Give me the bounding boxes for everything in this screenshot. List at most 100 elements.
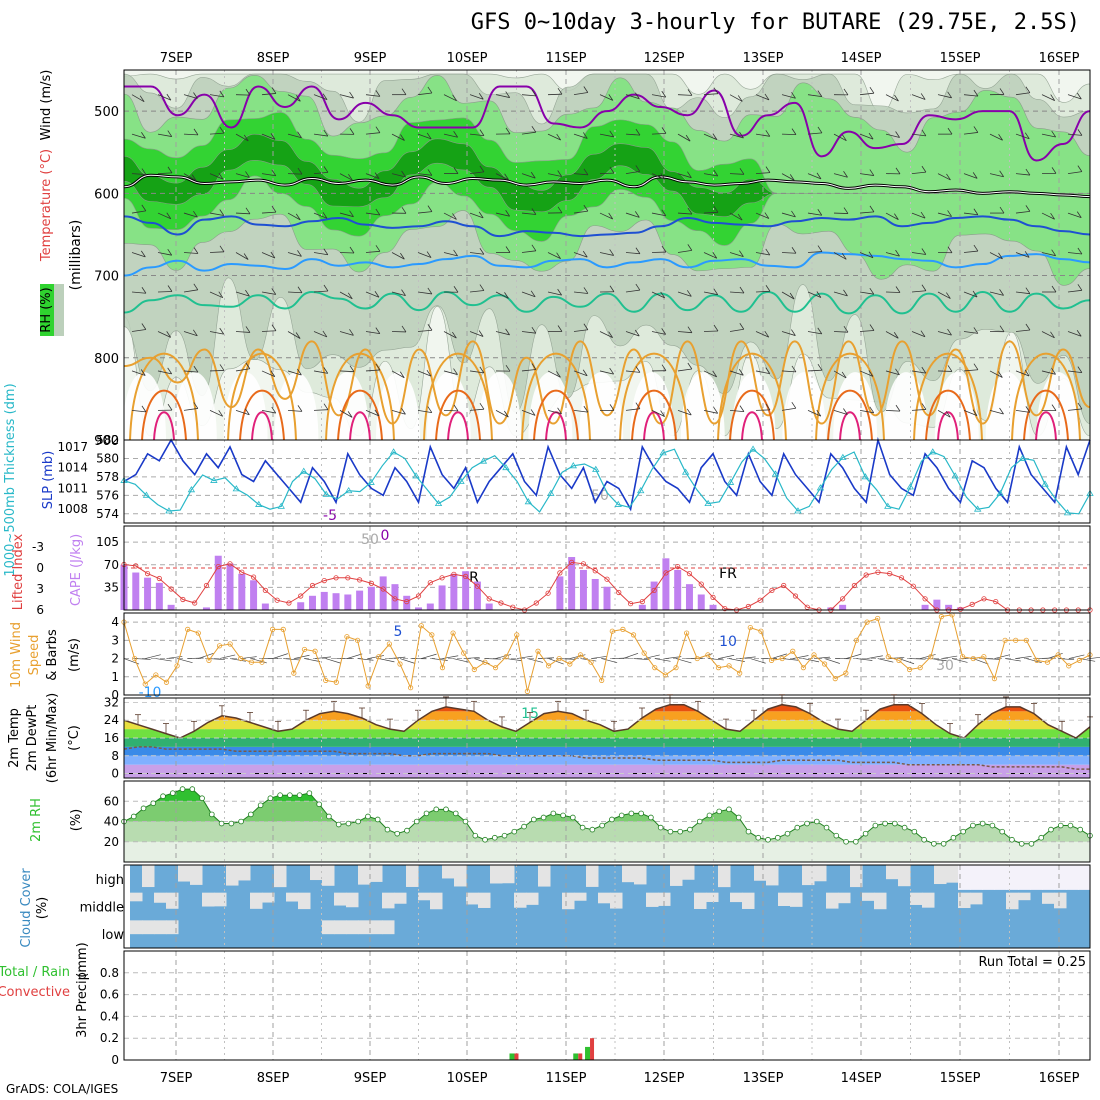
wind-barb-flag bbox=[270, 133, 276, 140]
wind-barb bbox=[183, 408, 198, 411]
wind-barb bbox=[703, 410, 718, 414]
wind-barb-flag bbox=[765, 248, 771, 256]
wind-barb bbox=[417, 329, 432, 332]
wind-barb bbox=[1067, 133, 1082, 136]
wind-barb-flag bbox=[712, 370, 718, 378]
cloud-gap bbox=[682, 865, 695, 880]
wind-speed-marker bbox=[938, 614, 944, 620]
wind-barb-flag bbox=[817, 327, 823, 335]
wind-barb bbox=[937, 410, 951, 418]
wind-barb-flag bbox=[375, 363, 381, 371]
wind-barb-flag bbox=[505, 209, 510, 217]
precip-convective-bar bbox=[578, 1053, 583, 1060]
wind-barb-flag bbox=[1077, 402, 1083, 410]
thickness-marker bbox=[187, 486, 196, 493]
cape-tick-label: 70 bbox=[104, 558, 119, 572]
wind-barb bbox=[703, 211, 719, 214]
wind10m-barb bbox=[909, 658, 926, 660]
wind-barb-flag bbox=[583, 323, 589, 330]
wind-barb bbox=[521, 369, 536, 372]
wind-barb-flag bbox=[244, 408, 250, 415]
wind-barb bbox=[677, 331, 692, 334]
cape-bar bbox=[144, 577, 152, 610]
wind-barb bbox=[495, 212, 510, 217]
cape-tick-label: 105 bbox=[96, 535, 119, 549]
wind-speed-marker bbox=[492, 665, 499, 671]
wind-barb-flag bbox=[453, 368, 458, 375]
wind-barb bbox=[261, 291, 276, 295]
lifted-index-marker bbox=[180, 596, 186, 603]
wind-barb-flag bbox=[479, 129, 485, 136]
wind-barb-flag bbox=[140, 369, 146, 376]
cloud-gap bbox=[226, 865, 239, 886]
wind-barb-flag bbox=[271, 406, 277, 414]
wind-barb bbox=[781, 291, 795, 300]
wind-barb-flag bbox=[946, 292, 951, 299]
wind-speed-marker bbox=[1076, 657, 1082, 663]
cloud-gap bbox=[670, 865, 683, 886]
wind-barb bbox=[807, 132, 822, 135]
lifted-index-marker bbox=[675, 563, 681, 570]
wind-barb-flag bbox=[557, 288, 562, 296]
wind-speed-marker bbox=[620, 626, 626, 633]
cape-tick-label: 35 bbox=[104, 580, 119, 594]
wind-barb bbox=[287, 331, 301, 339]
temperature-contour-20 bbox=[521, 352, 591, 441]
lifted-index-marker bbox=[757, 597, 763, 603]
wind-barb bbox=[521, 291, 536, 298]
cloud-gap bbox=[370, 920, 383, 935]
thickness-marker bbox=[996, 489, 1004, 496]
thickness-marker bbox=[839, 453, 847, 460]
wind-barb-flag bbox=[141, 286, 147, 294]
wind-speed-marker bbox=[1055, 652, 1061, 658]
lifted-index-marker bbox=[250, 574, 257, 580]
cape-bar bbox=[662, 558, 670, 610]
wind-barb-flag bbox=[920, 330, 926, 337]
cape-bar bbox=[697, 594, 705, 610]
wind-barb bbox=[755, 133, 770, 137]
cape-bar bbox=[650, 581, 658, 610]
wind-barb-flag bbox=[479, 366, 485, 374]
wind-barb bbox=[833, 370, 847, 379]
wind-barb-flag bbox=[323, 129, 329, 137]
wind-speed-marker bbox=[323, 677, 329, 684]
wind-barb bbox=[781, 407, 796, 411]
wind-speed-marker bbox=[662, 672, 668, 678]
wind-barb-flag bbox=[557, 87, 563, 95]
thickness-marker bbox=[255, 500, 263, 507]
wind-barb bbox=[859, 410, 874, 414]
cloud-gap bbox=[706, 892, 719, 902]
upper-air-ylabel-units: (millibars) bbox=[68, 220, 84, 291]
thickness-marker bbox=[749, 445, 757, 452]
wind-barb-flag bbox=[608, 331, 613, 338]
wind-barb-flag bbox=[374, 172, 380, 179]
wind-barb-flag bbox=[973, 208, 979, 215]
wind-barb-flag bbox=[243, 134, 249, 142]
rh-marker bbox=[531, 816, 537, 823]
date-label-bottom: 9SEP bbox=[354, 1071, 387, 1086]
wind-speed-marker bbox=[556, 655, 562, 662]
precip-tick-label: 0.4 bbox=[100, 1009, 119, 1023]
date-label-top: 13SEP bbox=[743, 51, 784, 66]
cloud-gap bbox=[166, 892, 179, 909]
wind-barb-flag bbox=[582, 250, 588, 258]
wind-barb-flag bbox=[921, 403, 927, 410]
rh-marker bbox=[999, 828, 1005, 835]
wind-barb bbox=[755, 172, 770, 174]
wind-barb-flag bbox=[296, 95, 301, 102]
wind-barb-flag bbox=[895, 131, 900, 138]
wind10m-barb bbox=[283, 658, 300, 661]
wind-barb bbox=[1041, 331, 1055, 339]
wind-speed-marker bbox=[864, 619, 870, 625]
temperature-contour-25 bbox=[729, 389, 775, 441]
wind-barb bbox=[937, 331, 952, 336]
cloud-gap bbox=[838, 892, 851, 904]
thickness-marker bbox=[659, 449, 667, 456]
wind-barb-flag bbox=[791, 128, 797, 135]
wind-barb bbox=[261, 252, 276, 259]
lifted-index-marker bbox=[710, 594, 716, 601]
wind-barb-flag bbox=[557, 407, 562, 415]
wind-barb-flag bbox=[557, 170, 563, 177]
cloud-gap bbox=[214, 892, 227, 907]
wind-barb-flag bbox=[789, 174, 795, 181]
